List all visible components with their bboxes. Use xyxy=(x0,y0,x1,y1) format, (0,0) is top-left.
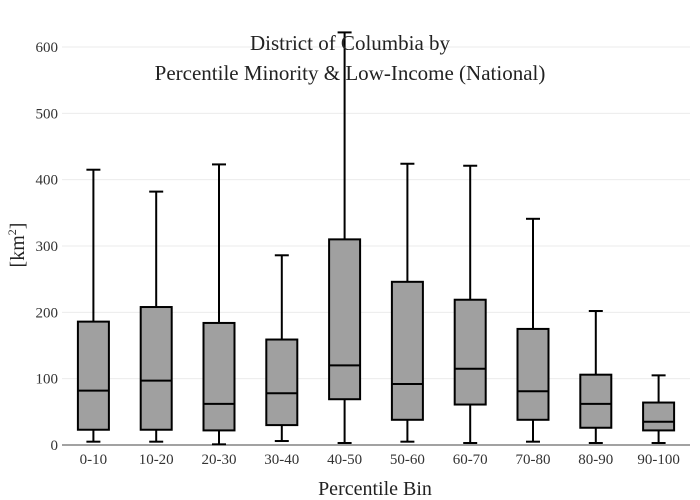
box-30-40 xyxy=(265,338,299,427)
y-tick-label: 0 xyxy=(51,438,59,454)
x-tick-label: 50-60 xyxy=(390,452,425,468)
y-axis-title-text: [km xyxy=(7,235,29,268)
x-tick-label: 60-70 xyxy=(453,452,488,468)
box-90-100 xyxy=(642,401,676,432)
box-60-70 xyxy=(453,298,487,406)
box-80-90 xyxy=(579,373,613,429)
x-axis-title: Percentile Bin xyxy=(318,478,432,500)
x-tick-label: 70-80 xyxy=(516,452,551,468)
y-axis-title: [km2] xyxy=(5,223,29,268)
x-tick-label: 10-20 xyxy=(139,452,174,468)
x-tick-label: 90-100 xyxy=(637,452,680,468)
chart-title-line-1: District of Columbia by xyxy=(250,31,451,55)
x-tick-label: 20-30 xyxy=(202,452,237,468)
tick-labels: 0 100 200 300 400 500 600 0-10 10-20 20-30 30-40 40… xyxy=(36,40,680,468)
box-20-30 xyxy=(202,321,236,432)
y-tick-label: 600 xyxy=(36,40,59,56)
box-70-80 xyxy=(516,327,550,421)
y-axis-title-close: ] xyxy=(7,223,29,230)
y-tick-label: 200 xyxy=(36,305,59,321)
x-tick-label: 40-50 xyxy=(327,452,362,468)
x-tick-label: 0-10 xyxy=(80,452,108,468)
y-tick-label: 300 xyxy=(36,239,59,255)
box-50-60 xyxy=(390,280,424,421)
box-40-50 xyxy=(328,238,362,401)
y-axis-title-superscript: 2 xyxy=(5,229,19,235)
y-tick-label: 400 xyxy=(36,173,59,189)
boxes xyxy=(76,31,676,446)
x-tick-label: 80-90 xyxy=(578,452,613,468)
box-10-20 xyxy=(139,306,173,431)
x-tick-label: 30-40 xyxy=(264,452,299,468)
box-0-10 xyxy=(76,320,110,431)
y-tick-label: 500 xyxy=(36,106,59,122)
chart-title-line-2: Percentile Minority & Low-Income (Nation… xyxy=(155,61,546,85)
y-tick-label: 100 xyxy=(36,372,59,388)
